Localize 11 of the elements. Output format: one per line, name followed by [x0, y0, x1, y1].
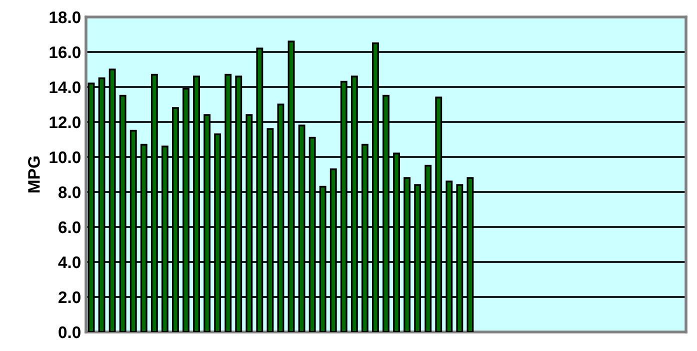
y-tick-label: 0.0 [58, 326, 80, 338]
y-tick-label: 6.0 [58, 221, 80, 234]
y-tick-label: 4.0 [58, 256, 80, 268]
y-tick-label: 10.0 [50, 151, 80, 164]
y-tick-label: 12.0 [50, 116, 80, 128]
y-tick-label: 18.0 [50, 11, 80, 24]
y-axis-title: MPG [28, 156, 40, 192]
y-tick-label: 2.0 [58, 291, 80, 304]
y-tick-label: 16.0 [50, 46, 80, 58]
y-tick-label: 14.0 [50, 81, 80, 94]
y-tick-label: 8.0 [58, 186, 80, 198]
